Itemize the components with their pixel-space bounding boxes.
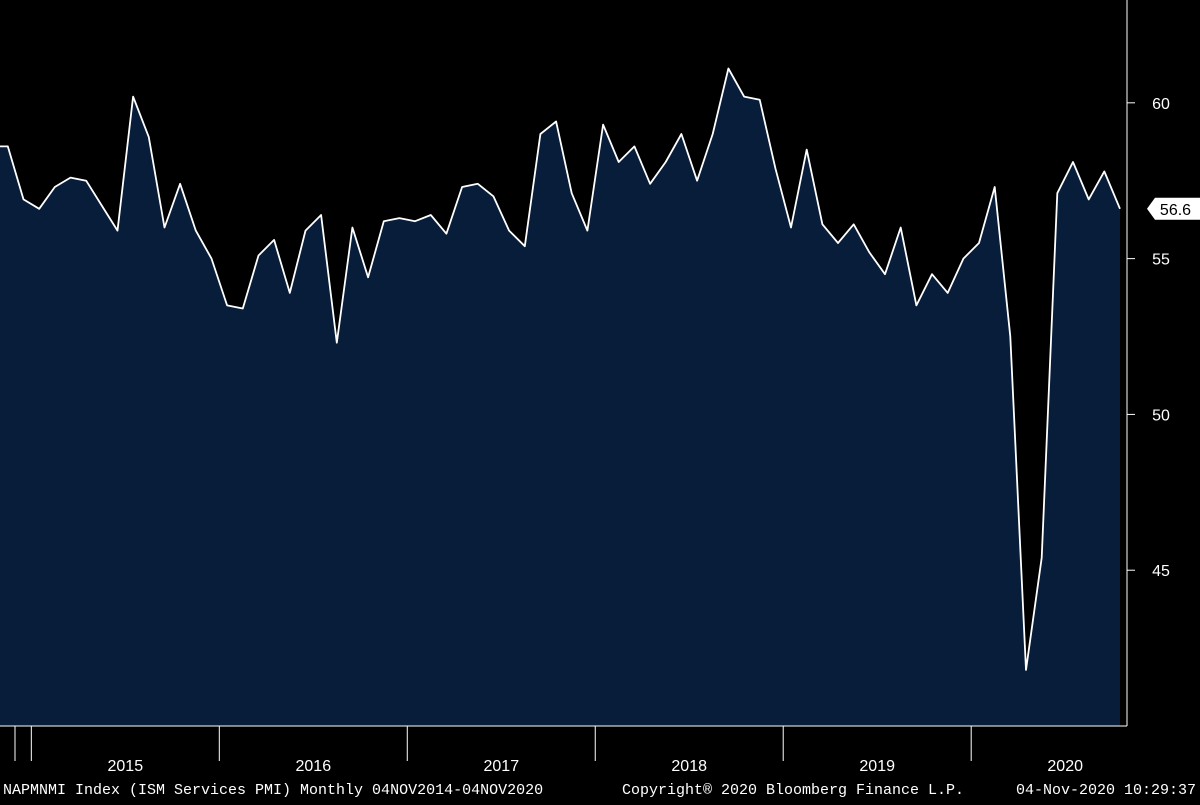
data-point	[116, 229, 118, 231]
data-point	[821, 223, 823, 225]
data-point	[712, 133, 714, 135]
data-point	[54, 186, 56, 188]
data-point	[289, 292, 291, 294]
x-tick-label: 2020	[1047, 758, 1083, 775]
y-tick-label: 60	[1152, 96, 1170, 113]
data-point	[853, 223, 855, 225]
data-point	[163, 226, 165, 228]
data-point	[524, 245, 526, 247]
data-point	[586, 229, 588, 231]
data-point	[492, 195, 494, 197]
x-tick-label: 2018	[671, 758, 707, 775]
data-point	[257, 254, 259, 256]
data-point	[994, 186, 996, 188]
data-point	[38, 208, 40, 210]
data-point	[508, 229, 510, 231]
data-point	[22, 198, 24, 200]
x-tick-label: 2017	[484, 758, 520, 775]
data-point	[69, 176, 71, 178]
data-point	[304, 229, 306, 231]
data-point	[649, 183, 651, 185]
data-point	[383, 220, 385, 222]
data-point	[665, 161, 667, 163]
axis-labels: 45 50 55 60 2015 2016 2017 2018 2019 2020 56.6	[108, 96, 1200, 775]
data-point	[320, 214, 322, 216]
data-point	[85, 180, 87, 182]
footer: NAPMNMI Index (ISM Services PMI) Monthly…	[3, 782, 1196, 799]
footer-right-text: 04-Nov-2020 10:29:37	[1016, 782, 1196, 799]
data-point	[759, 99, 761, 101]
data-point	[242, 307, 244, 309]
x-tick-label: 2015	[108, 758, 144, 775]
footer-center-text: Copyright® 2020 Bloomberg Finance L.P.	[622, 782, 964, 799]
data-point	[461, 186, 463, 188]
data-point	[398, 217, 400, 219]
data-point	[618, 161, 620, 163]
data-point	[555, 120, 557, 122]
data-point	[743, 95, 745, 97]
data-point	[696, 180, 698, 182]
data-point	[1119, 208, 1121, 210]
data-point	[602, 123, 604, 125]
data-point	[336, 342, 338, 344]
data-point	[806, 148, 808, 150]
data-point	[414, 220, 416, 222]
data-point	[367, 276, 369, 278]
data-point	[539, 133, 541, 135]
data-point	[774, 167, 776, 169]
data-point	[962, 257, 964, 259]
data-point	[1103, 170, 1105, 172]
data-point	[430, 214, 432, 216]
y-tick-label: 50	[1152, 407, 1170, 424]
data-point	[1056, 192, 1058, 194]
data-point	[790, 226, 792, 228]
data-point	[477, 183, 479, 185]
last-value-badge	[1147, 197, 1200, 220]
data-point	[978, 242, 980, 244]
data-point	[1072, 161, 1074, 163]
axes	[0, 0, 1135, 761]
data-point	[727, 67, 729, 69]
data-point	[195, 229, 197, 231]
data-point	[915, 304, 917, 306]
data-point	[1025, 669, 1027, 671]
data-point	[273, 239, 275, 241]
data-point	[148, 136, 150, 138]
data-point	[101, 204, 103, 206]
x-tick-label: 2019	[859, 758, 895, 775]
data-point	[868, 251, 870, 253]
data-point	[1009, 335, 1011, 337]
data-point	[931, 273, 933, 275]
data-point	[571, 192, 573, 194]
y-tick-label: 45	[1152, 563, 1170, 580]
y-tick-label: 55	[1152, 252, 1170, 269]
data-point	[947, 292, 949, 294]
last-value-label: 56.6	[1160, 202, 1191, 219]
data-point	[445, 233, 447, 235]
data-point	[210, 257, 212, 259]
footer-left-text: NAPMNMI Index (ISM Services PMI) Monthly…	[3, 782, 543, 799]
data-point	[633, 145, 635, 147]
series-area-fill	[0, 68, 1120, 726]
data-point	[900, 226, 902, 228]
plot-area	[0, 67, 1121, 726]
series-line	[0, 67, 1121, 671]
data-point	[680, 133, 682, 135]
data-point	[837, 242, 839, 244]
data-point	[226, 304, 228, 306]
x-tick-label: 2016	[296, 758, 332, 775]
data-point	[179, 183, 181, 185]
data-point	[1041, 557, 1043, 559]
data-point	[132, 95, 134, 97]
data-point	[1088, 198, 1090, 200]
data-point	[884, 273, 886, 275]
data-point	[7, 145, 9, 147]
data-point	[351, 226, 353, 228]
